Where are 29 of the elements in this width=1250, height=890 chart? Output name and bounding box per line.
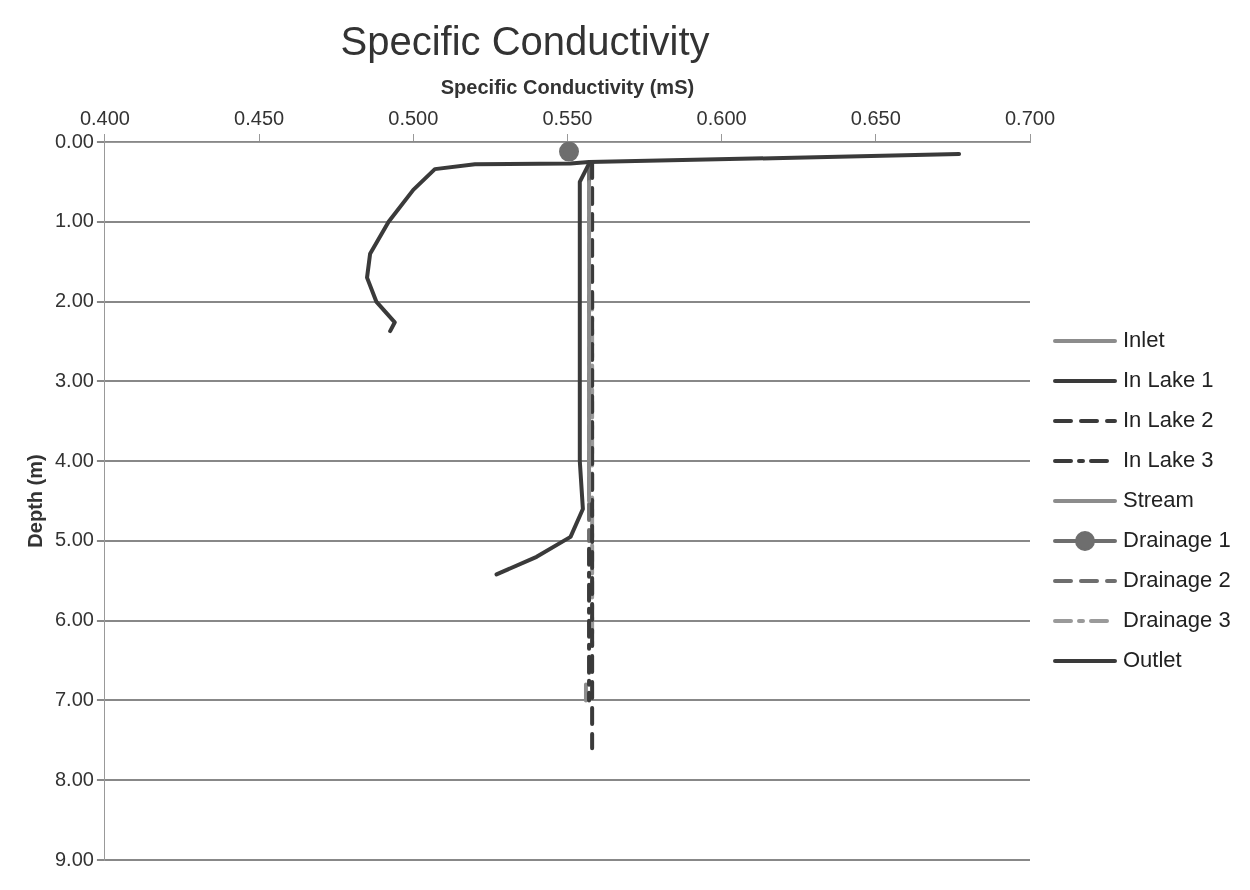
y-tick-label: 4.00 (54, 448, 94, 471)
x-tick-label: 0.400 (79, 106, 130, 129)
y-tick-label: 5.00 (54, 528, 94, 551)
legend-label: Drainage 2 (1123, 567, 1231, 593)
x-tick-label: 0.500 (388, 106, 439, 129)
legend-label: Outlet (1123, 647, 1182, 673)
chart-title: Specific Conductivity (340, 19, 710, 64)
legend-label: In Lake 1 (1123, 367, 1214, 393)
x-tick-label: 0.650 (850, 106, 901, 129)
y-tick-label: 8.00 (54, 767, 94, 790)
legend-label: Stream (1123, 487, 1194, 513)
y-tick-label: 1.00 (54, 209, 94, 232)
x-tick-label: 0.450 (234, 106, 285, 129)
legend-label: Drainage 3 (1123, 607, 1231, 633)
x-tick-label: 0.550 (542, 106, 593, 129)
legend-label: Drainage 1 (1123, 527, 1231, 553)
x-tick-label: 0.700 (1004, 106, 1056, 129)
x-tick-label: 0.600 (696, 106, 747, 129)
y-tick-label: 6.00 (54, 608, 94, 631)
legend-label: In Lake 2 (1123, 407, 1214, 433)
y-tick-label: 2.00 (54, 289, 94, 312)
y-tick-label: 7.00 (54, 687, 94, 710)
y-tick-label: 3.00 (54, 368, 94, 391)
legend-label: In Lake 3 (1123, 447, 1214, 473)
y-axis-title: Depth (m) (23, 454, 46, 548)
y-tick-label: 9.00 (54, 847, 94, 870)
legend-label: Inlet (1123, 327, 1165, 353)
x-axis-title: Specific Conductivity (mS) (440, 75, 695, 98)
y-tick-label: 0.00 (54, 129, 94, 152)
